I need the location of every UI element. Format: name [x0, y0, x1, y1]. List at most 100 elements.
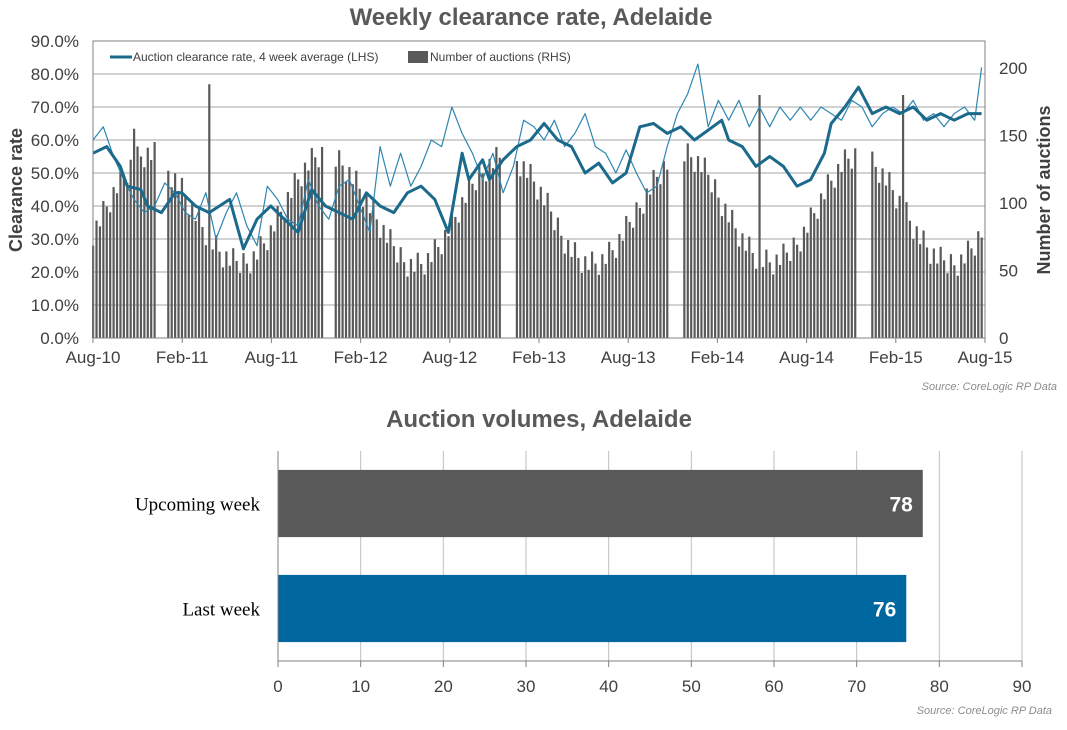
auction-bar — [433, 239, 436, 338]
auction-bar — [631, 227, 635, 338]
auction-bar — [717, 197, 720, 338]
auction-bar — [796, 244, 799, 338]
auction-bar — [385, 242, 389, 338]
x-tick-label: Feb-11 — [156, 348, 209, 367]
x-tick-label: Aug-10 — [66, 348, 121, 367]
auction-bar — [652, 169, 655, 338]
auction-bar — [180, 177, 184, 338]
auction-bar — [973, 255, 976, 338]
auction-bar — [655, 176, 659, 338]
auction-bar — [608, 241, 611, 338]
auction-bar — [837, 163, 840, 338]
auction-bar — [303, 162, 307, 338]
auction-bar — [314, 157, 317, 338]
auction-bar — [980, 237, 983, 338]
auction-bar — [850, 168, 853, 338]
auction-bar — [467, 177, 471, 338]
auction-bar — [806, 232, 809, 338]
auction-bar — [546, 192, 549, 338]
auction-bar — [423, 274, 426, 338]
auction-bar — [276, 206, 279, 338]
auction-bar — [225, 251, 228, 338]
auction-bar — [966, 240, 970, 338]
bar-value-label: 78 — [889, 494, 913, 517]
auction-bar — [102, 200, 105, 338]
auction-bar — [714, 179, 717, 338]
auction-bar — [464, 202, 467, 338]
auction-bar — [925, 247, 929, 338]
auction-bar — [802, 226, 806, 338]
x-tick-label: Aug-13 — [601, 348, 656, 367]
auction-bar — [597, 274, 601, 338]
x-tick-label: Feb-12 — [334, 348, 388, 367]
bar-value-label: 76 — [873, 599, 896, 622]
x-tick-label: 40 — [599, 677, 618, 696]
auction-bar — [355, 170, 358, 338]
auction-bar — [700, 172, 703, 338]
auction-bar — [532, 181, 536, 338]
x-tick-label: Feb-14 — [690, 348, 744, 367]
auction-bar — [105, 206, 108, 338]
left-tick-label: 80.0% — [31, 65, 79, 84]
auction-bar — [170, 187, 173, 338]
auction-bar — [341, 165, 344, 338]
auction-bar — [334, 166, 337, 338]
auction-bar — [269, 225, 272, 338]
auction-bar — [614, 257, 618, 338]
auction-bar — [734, 228, 737, 338]
auction-bar — [256, 259, 259, 338]
auction-bar — [515, 161, 518, 338]
chart-title-clearance: Weekly clearance rate, Adelaide — [350, 4, 713, 31]
auction-bar — [686, 143, 689, 338]
auction-bar — [218, 251, 221, 338]
auction-bar — [136, 146, 139, 338]
auction-bar — [416, 252, 419, 338]
auction-bar — [286, 192, 290, 338]
x-tick-label: 20 — [434, 677, 453, 696]
x-tick-label: Aug-15 — [958, 348, 1013, 367]
auction-bar — [618, 233, 621, 338]
auction-bar — [772, 274, 775, 338]
source-note-bottom: Source: CoreLogic RP Data — [917, 705, 1052, 717]
auction-bar — [922, 230, 925, 338]
auction-bar — [748, 236, 751, 338]
auction-bar — [556, 217, 559, 338]
auction-bar — [115, 193, 119, 338]
legend-swatch-bar — [408, 51, 428, 63]
auction-bar — [724, 203, 727, 338]
auction-bar — [751, 253, 754, 338]
auction-bar — [457, 222, 460, 338]
auction-bar — [481, 173, 484, 338]
auction-bar — [495, 147, 498, 338]
auction-bar — [594, 263, 597, 338]
auction-bar — [919, 244, 922, 338]
auction-bar — [491, 168, 495, 338]
bottom-x-axis-ticks: 0 10 20 30 40 50 60 70 80 90 — [273, 661, 1031, 696]
auction-bar — [543, 205, 546, 338]
auction-bar — [290, 197, 293, 338]
auction-bar — [560, 235, 563, 338]
category-label: Last week — [182, 600, 260, 621]
auction-bar — [960, 254, 963, 338]
auction-bar — [249, 273, 252, 338]
auction-bar — [621, 240, 624, 338]
auction-bar — [488, 158, 491, 338]
auction-bar — [201, 226, 204, 338]
auction-bar — [601, 254, 604, 338]
left-tick-label: 40.0% — [31, 197, 79, 216]
x-tick-label: Aug-14 — [779, 348, 834, 367]
series-line — [92, 85, 982, 251]
auction-bar — [191, 202, 194, 338]
auction-bar — [526, 177, 529, 338]
auction-bar — [703, 157, 706, 338]
x-tick-label: 30 — [517, 677, 536, 696]
left-tick-label: 20.0% — [31, 263, 79, 282]
x-tick-label: 60 — [765, 677, 784, 696]
x-tick-label: Feb-15 — [869, 348, 923, 367]
auction-bar — [936, 263, 939, 338]
auction-bar — [792, 237, 795, 338]
left-tick-label: 70.0% — [31, 98, 79, 117]
auction-bar — [338, 150, 341, 338]
auction-bar — [775, 254, 778, 338]
